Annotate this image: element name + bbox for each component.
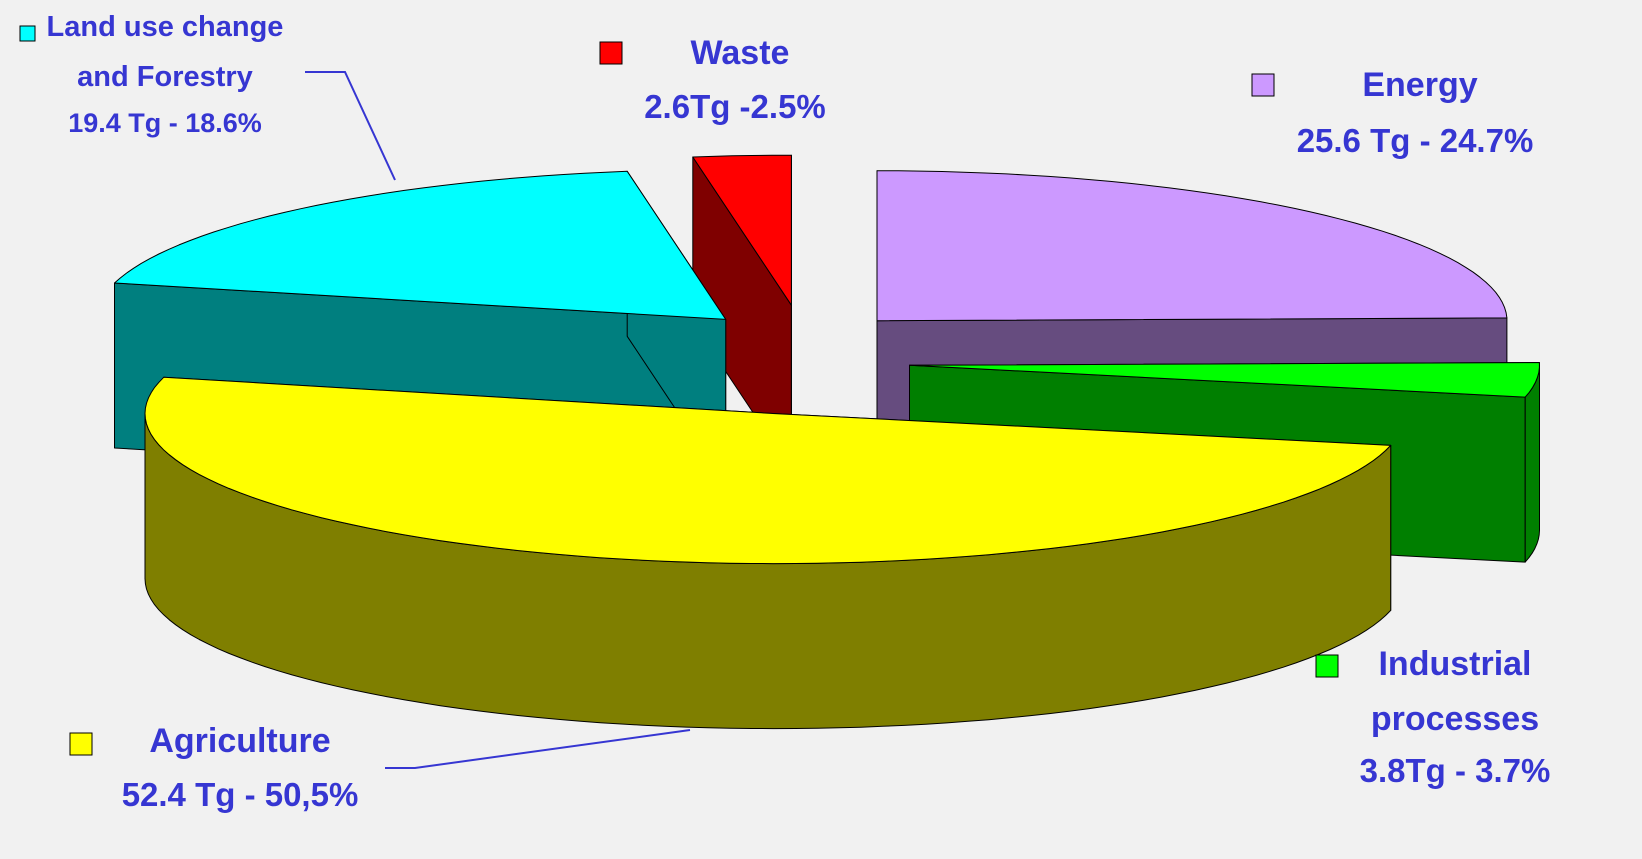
legend-marker bbox=[69, 732, 93, 756]
slice-top bbox=[876, 170, 1508, 322]
slice-top bbox=[692, 154, 792, 306]
slice-top bbox=[114, 170, 727, 320]
legend-marker bbox=[19, 25, 36, 42]
slice-label: Agriculture bbox=[149, 722, 331, 760]
legend-marker bbox=[1251, 73, 1275, 97]
legend-marker bbox=[1315, 654, 1339, 678]
value-label: 52.4 Tg - 50,5% bbox=[121, 776, 359, 813]
slice-top bbox=[144, 376, 1392, 565]
slice-label: Waste bbox=[690, 34, 790, 72]
value-label: 19.4 Tg - 18.6% bbox=[68, 108, 262, 138]
slice-label: Energy bbox=[1362, 66, 1478, 104]
value-label: 25.6 Tg - 24.7% bbox=[1296, 122, 1534, 159]
slices bbox=[114, 154, 1540, 730]
value-label: 3.8Tg - 3.7% bbox=[1359, 752, 1551, 789]
legend-marker bbox=[599, 41, 623, 65]
legend-markers bbox=[19, 25, 1339, 756]
leader-line bbox=[305, 71, 396, 181]
slice-top bbox=[909, 362, 1540, 398]
leader-line bbox=[385, 729, 691, 769]
slice-label: Land use change and Forestry bbox=[46, 11, 284, 93]
value-label: 2.6Tg -2.5% bbox=[644, 88, 826, 125]
slice-label: Industrial processes bbox=[1370, 645, 1540, 738]
